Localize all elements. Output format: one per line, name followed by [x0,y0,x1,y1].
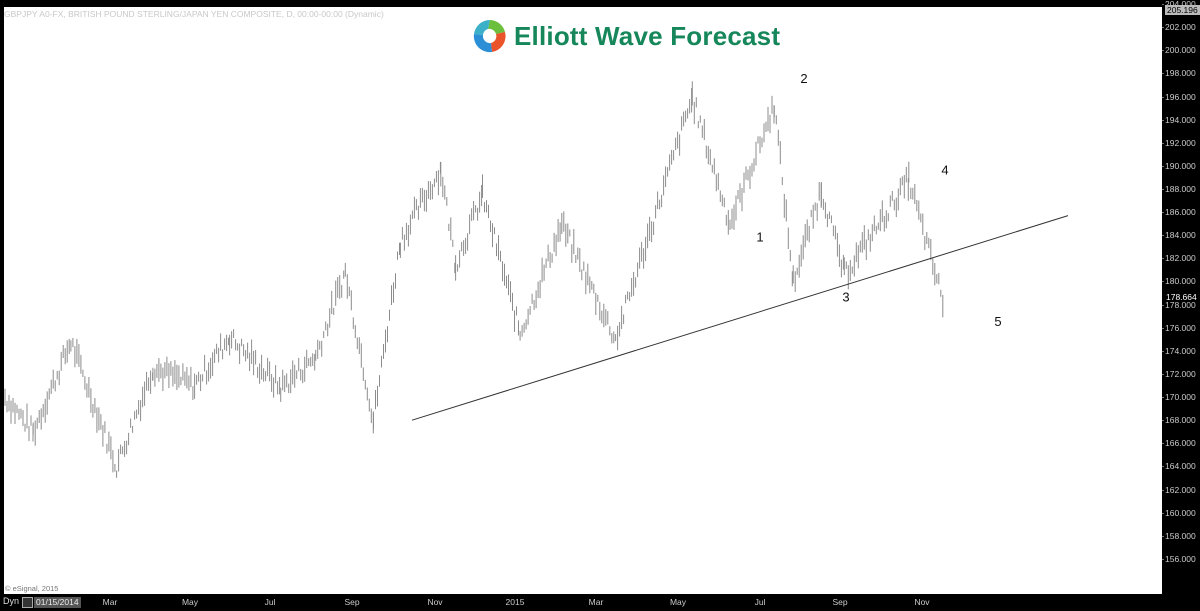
x-tick: May [669,597,687,607]
symbol-title: GBPJPY A0-FX, BRITISH POUND STERLING/JAP… [4,9,384,19]
logo-icon [473,19,507,53]
x-tick: Mar [102,597,118,607]
y-tick: 192.000 [1162,137,1196,148]
wave-label-3: 3 [842,290,849,305]
y-tick: 196.000 [1162,91,1196,102]
y-tick: 156.000 [1162,553,1196,564]
y-tick: 180.000 [1162,276,1196,287]
y-tick: 172.000 [1162,368,1196,379]
y-tick: 198.000 [1162,68,1196,79]
y-tick: 202.000 [1162,22,1196,33]
x-tick: Sep [832,597,848,607]
wave-label-4: 4 [941,163,948,178]
time-axis[interactable]: Dyn 01/15/2014 Mar May Jul Sep Nov 2015 Mar May… [0,595,1200,611]
x-tick: Nov [427,597,443,607]
wave-label-5: 5 [994,314,1001,329]
x-tick: Nov [914,597,930,607]
ohlc-bars [4,81,944,478]
y-tick: 184.000 [1162,230,1196,241]
y-tick: 204.000 [1162,0,1196,9]
y-tick: 158.000 [1162,530,1196,541]
y-tick: 194.000 [1162,114,1196,125]
copyright: © eSignal, 2015 [5,584,59,593]
x-tick: Jul [264,597,276,607]
lock-icon[interactable] [22,597,33,608]
logo: Elliott Wave Forecast [472,17,780,55]
y-tick: 190.000 [1162,160,1196,171]
x-tick: Sep [344,597,360,607]
y-tick: 176.000 [1162,322,1196,333]
y-tick: 186.000 [1162,207,1196,218]
logo-text: Elliott Wave Forecast [514,20,781,51]
price-axis[interactable]: 204.000 202.000 200.000 198.000 196.000 194.0… [1162,0,1200,611]
last-price-label: 178.664 [1166,291,1197,302]
y-tick: 162.000 [1162,484,1196,495]
y-tick: 178.000 [1162,299,1196,310]
top-price-label: 205.196 [1165,5,1200,15]
wave-label-1: 1 [756,230,763,245]
y-tick: 170.000 [1162,392,1196,403]
x-tick: Mar [588,597,604,607]
x-tick: May [181,597,199,607]
y-tick: 164.000 [1162,461,1196,472]
start-date: 01/15/2014 [34,597,81,608]
dynamic-label: Dyn [3,596,20,606]
plot-area[interactable] [4,7,1162,594]
y-tick: 166.000 [1162,438,1196,449]
y-tick: 174.000 [1162,345,1196,356]
y-tick: 160.000 [1162,507,1196,518]
y-tick: 188.000 [1162,184,1196,194]
trendline[interactable] [411,215,1069,421]
x-tick: Jul [754,597,766,607]
x-tick: 2015 [505,597,525,607]
wave-label-2: 2 [800,71,807,86]
y-tick: 168.000 [1162,415,1196,426]
y-tick: 182.000 [1162,253,1196,264]
wave-labels: 1 2 3 4 5 [756,71,1001,329]
y-tick: 200.000 [1162,45,1196,56]
